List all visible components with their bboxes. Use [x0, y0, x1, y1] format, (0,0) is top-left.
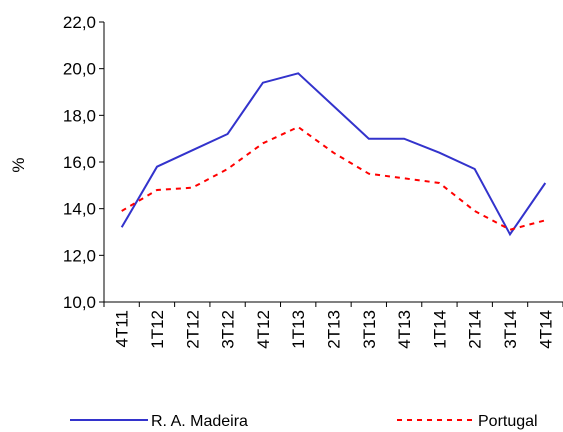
y-tick-label: 12,0: [63, 246, 96, 265]
series-line-portugal: [121, 125, 546, 231]
y-tick-label: 14,0: [63, 200, 96, 219]
y-axis-label: %: [9, 157, 28, 172]
legend-label: Portugal: [478, 413, 538, 430]
x-tick-label: 1T12: [148, 310, 167, 349]
x-tick-label: 3T12: [219, 310, 238, 349]
x-tick-label: 2T13: [325, 310, 344, 349]
x-tick-label: 2T12: [183, 310, 202, 349]
x-tick-label: 2T14: [466, 310, 485, 349]
x-tick-label: 3T13: [360, 310, 379, 349]
x-tick-label: 4T13: [395, 310, 414, 349]
x-axis: 4T11 1T12 2T12 3T12 4T12 1T13 2T13 3T13 4T13 1T14…: [103, 301, 563, 349]
x-tick-label: 1T14: [430, 310, 449, 349]
y-tick-label: 22,0: [63, 13, 96, 32]
x-tick-label: 4T14: [536, 310, 555, 349]
legend: R. A. Madeira Portugal: [70, 413, 538, 430]
x-tick-label: 4T12: [254, 310, 273, 349]
legend-label: R. A. Madeira: [151, 413, 248, 430]
y-tick-label: 16,0: [63, 153, 96, 172]
series-line-madeira: [120, 72, 547, 237]
y-tick-label: 18,0: [63, 106, 96, 125]
x-tick-label: 4T11: [113, 310, 132, 348]
y-tick-label: 20,0: [63, 60, 96, 79]
series-layer: [120, 72, 547, 237]
x-tick-label: 1T13: [289, 310, 308, 349]
x-tick-label: 3T14: [501, 310, 520, 349]
y-tick-label: 10,0: [63, 293, 96, 312]
y-axis: 10,0 12,0 14,0 16,0 18,0 20,0 22,0: [63, 13, 105, 312]
